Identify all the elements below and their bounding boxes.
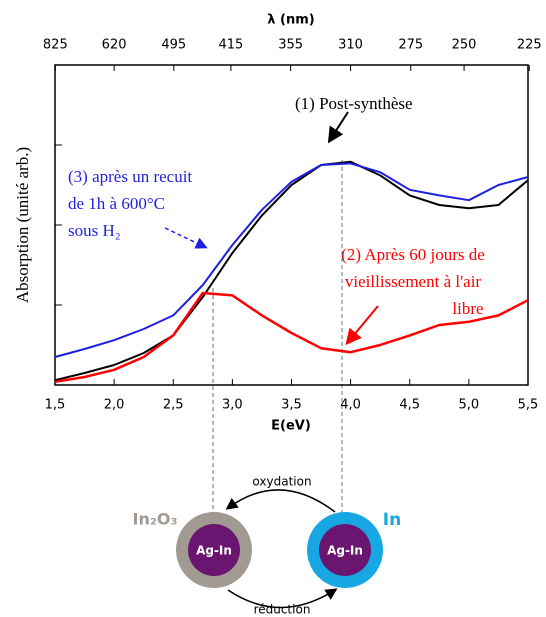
annotation: (1) Post-synthèse <box>295 94 413 113</box>
x-axis-label: E(eV) <box>271 419 311 434</box>
x2-tick-label: 225 <box>517 38 542 53</box>
x-tick-label: 5,0 <box>459 398 480 413</box>
arrow <box>164 227 208 249</box>
diagram: Ag-In Ag-In In₂O₃ In oxydation réduction <box>133 475 402 617</box>
shell-label: In <box>383 510 401 530</box>
plot-frame <box>54 64 529 386</box>
arrow-label: oxydation <box>252 475 311 489</box>
core-label: Ag-In <box>196 544 232 558</box>
core <box>188 524 240 576</box>
x-tick-label: 3,5 <box>281 398 302 413</box>
x-tick-label: 3,0 <box>222 398 243 413</box>
arrow <box>225 489 336 513</box>
core-label: Ag-In <box>327 544 363 558</box>
annotation: de 1h à 600°C <box>68 194 165 213</box>
x-tick-label: 4,0 <box>340 398 361 413</box>
annotation: libre <box>452 299 483 318</box>
line-series <box>54 291 529 384</box>
x2-tick-label: 250 <box>452 38 477 53</box>
x-tick-label: 4,5 <box>399 398 420 413</box>
x2-tick-label: 620 <box>102 38 127 53</box>
top-axis-label: λ (nm) <box>267 13 314 28</box>
x-tick-label: 1,5 <box>45 398 66 413</box>
arrow <box>227 588 338 609</box>
x-tick-label: 2,5 <box>163 398 184 413</box>
line-series <box>54 160 529 382</box>
annotation: vieillissement à l'air <box>345 272 482 291</box>
x2-tick-label: 310 <box>338 38 363 53</box>
annotation: (3) après un recuit <box>68 167 192 186</box>
x2-tick-label: 355 <box>278 38 303 53</box>
x2-tick-label: 825 <box>43 38 68 53</box>
core <box>319 524 371 576</box>
x2-tick-label: 495 <box>161 38 186 53</box>
x-tick-label: 5,5 <box>518 398 539 413</box>
arrow <box>345 305 379 346</box>
annotation: sous H₂ <box>68 221 121 240</box>
x-tick-label: 2,0 <box>104 398 125 413</box>
y-axis-label: Absorption (unité arb.) <box>13 147 32 303</box>
arrow-label: réduction <box>254 603 311 617</box>
x2-tick-label: 275 <box>398 38 423 53</box>
annotation: (2) Après 60 jours de <box>341 245 485 264</box>
line-series <box>54 162 529 358</box>
arrow <box>327 111 349 144</box>
x2-tick-label: 415 <box>218 38 243 53</box>
shell-label: In₂O₃ <box>133 510 178 529</box>
